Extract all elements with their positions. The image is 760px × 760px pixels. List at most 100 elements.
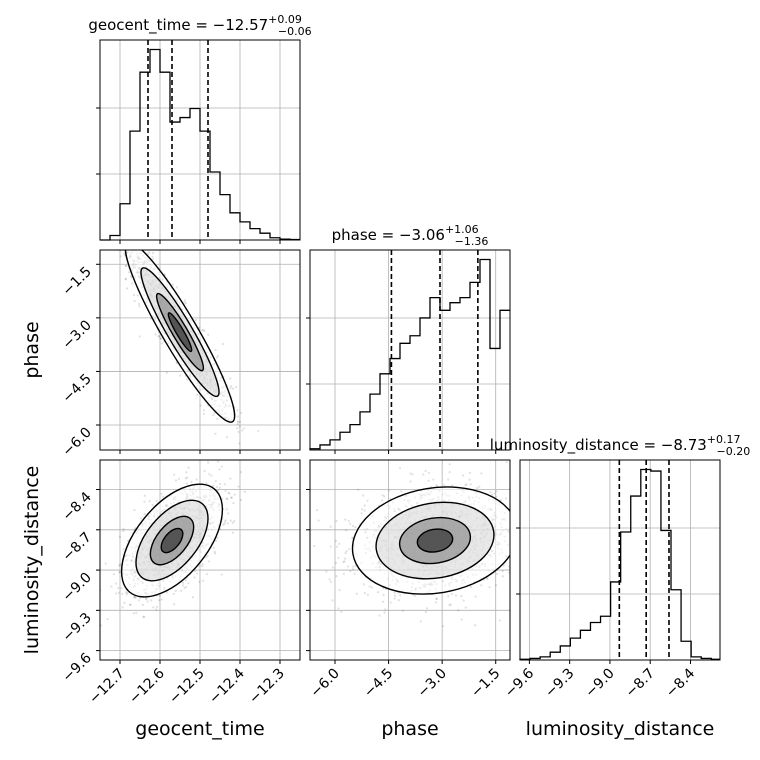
scatter-point bbox=[363, 592, 366, 595]
scatter-point bbox=[348, 547, 351, 551]
scatter-point bbox=[138, 305, 141, 308]
scatter-point bbox=[146, 600, 149, 603]
scatter-point bbox=[131, 282, 134, 285]
scatter-point bbox=[97, 580, 99, 582]
scatter-point bbox=[380, 499, 384, 502]
scatter-point bbox=[239, 420, 242, 424]
scatter-point bbox=[175, 286, 178, 289]
scatter-point bbox=[226, 497, 229, 500]
scatter-point bbox=[376, 591, 380, 594]
scatter-point bbox=[329, 545, 332, 548]
scatter-point bbox=[325, 570, 328, 573]
scatter-point bbox=[511, 516, 513, 518]
y-tick-label: −3.0 bbox=[59, 317, 94, 352]
scatter-point bbox=[383, 611, 386, 614]
scatter-point bbox=[198, 326, 201, 329]
scatter-point bbox=[381, 494, 384, 497]
scatter-point bbox=[517, 491, 519, 493]
scatter-point bbox=[383, 495, 386, 498]
scatter-point bbox=[462, 599, 465, 602]
scatter-point bbox=[228, 492, 231, 495]
scatter-point bbox=[351, 524, 354, 527]
scatter-point bbox=[349, 522, 352, 525]
scatter-point bbox=[94, 576, 96, 578]
scatter-point bbox=[255, 450, 257, 452]
scatter-point bbox=[115, 217, 117, 219]
scatter-point bbox=[98, 203, 100, 205]
scatter-point bbox=[448, 604, 451, 607]
scatter-point bbox=[194, 318, 197, 321]
scatter-point bbox=[148, 500, 151, 503]
scatter-point bbox=[554, 519, 556, 521]
scatter-point bbox=[117, 586, 120, 590]
scatter-point bbox=[226, 522, 229, 525]
scatter-point bbox=[214, 480, 217, 483]
y-axis-label-phase: phase bbox=[21, 321, 43, 378]
scatter-point bbox=[215, 485, 218, 489]
scatter-point bbox=[120, 247, 122, 249]
scatter-point bbox=[157, 335, 161, 338]
scatter-point bbox=[216, 354, 220, 357]
scatter-point bbox=[454, 594, 458, 597]
scatter-point bbox=[125, 593, 128, 596]
scatter-point bbox=[95, 236, 97, 238]
scatter-point bbox=[335, 575, 338, 578]
density-contour bbox=[160, 527, 184, 554]
scatter-point bbox=[495, 490, 498, 493]
x-tick-label: −12.6 bbox=[126, 665, 168, 707]
scatter-point bbox=[524, 509, 526, 511]
scatter-point bbox=[409, 480, 412, 483]
histogram-geocent_time bbox=[100, 48, 300, 241]
scatter-point bbox=[562, 518, 564, 520]
scatter-point bbox=[151, 258, 155, 261]
scatter-point bbox=[331, 599, 334, 602]
scatter-point bbox=[160, 492, 163, 495]
scatter-geocent_time-luminosity_distance bbox=[94, 460, 246, 627]
scatter-point bbox=[434, 601, 437, 604]
scatter-point bbox=[124, 221, 126, 223]
scatter-point bbox=[100, 624, 103, 627]
scatter-point bbox=[126, 591, 129, 595]
scatter-point bbox=[448, 463, 451, 466]
scatter-point bbox=[231, 531, 235, 534]
scatter-point bbox=[460, 594, 463, 598]
scatter-point bbox=[257, 429, 260, 433]
scatter-point bbox=[165, 371, 168, 374]
scatter-point bbox=[469, 585, 472, 588]
scatter-point bbox=[517, 551, 519, 553]
scatter-point bbox=[468, 471, 472, 474]
panel-frame bbox=[309, 459, 511, 661]
scatter-point bbox=[536, 543, 538, 545]
scatter-point bbox=[117, 227, 119, 229]
scatter-point bbox=[206, 554, 209, 557]
scatter-point bbox=[117, 591, 121, 594]
scatter-point bbox=[184, 477, 187, 480]
panel-frame bbox=[309, 249, 511, 451]
scatter-point bbox=[128, 603, 131, 606]
scatter-point bbox=[537, 523, 539, 525]
scatter-point bbox=[113, 214, 115, 216]
scatter-point bbox=[203, 329, 206, 332]
scatter-point bbox=[118, 535, 122, 538]
scatter-point bbox=[113, 230, 115, 232]
scatter-point bbox=[154, 333, 157, 336]
scatter-point bbox=[343, 557, 347, 560]
scatter-point bbox=[112, 211, 114, 213]
scatter-point bbox=[493, 492, 496, 495]
scatter-point bbox=[132, 293, 136, 297]
scatter-point bbox=[119, 255, 122, 258]
histogram-luminosity_distance bbox=[519, 468, 720, 660]
scatter-point bbox=[133, 596, 136, 599]
scatter-point bbox=[498, 619, 501, 622]
scatter-point bbox=[124, 277, 127, 281]
scatter-point bbox=[155, 605, 159, 608]
x-tick-label: −12.5 bbox=[166, 666, 208, 708]
scatter-point bbox=[193, 570, 196, 573]
scatter-point bbox=[112, 573, 115, 576]
scatter-point bbox=[151, 504, 154, 507]
scatter-point bbox=[184, 302, 188, 305]
scatter-point bbox=[132, 247, 134, 249]
scatter-point bbox=[240, 429, 244, 432]
x-axis-label-geocent_time: geocent_time bbox=[135, 718, 264, 740]
scatter-point bbox=[227, 512, 230, 515]
